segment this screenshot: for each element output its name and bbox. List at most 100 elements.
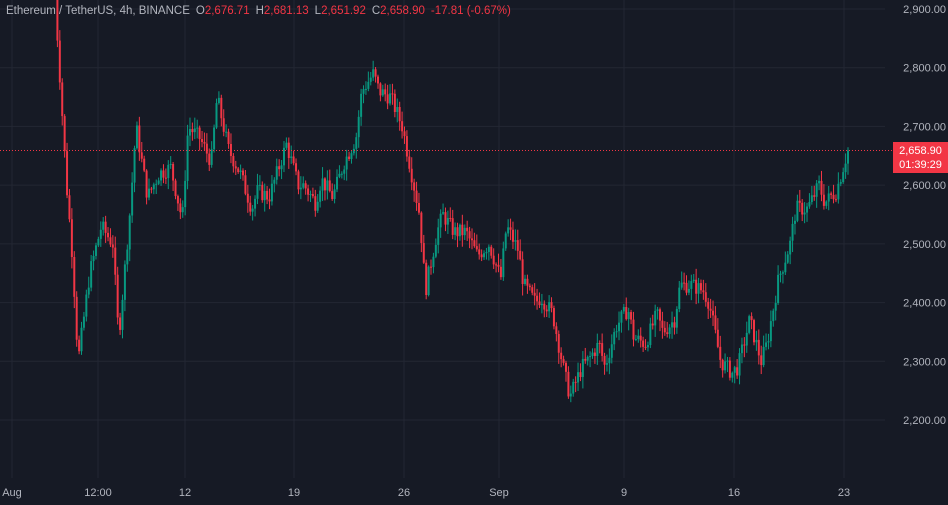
candle-body — [786, 254, 789, 263]
candle-body — [680, 282, 683, 288]
candle-body — [844, 163, 847, 173]
candle-body — [225, 131, 228, 133]
candle-body — [155, 183, 158, 185]
candle-body — [728, 360, 731, 378]
candle-body — [618, 322, 621, 332]
candle-body — [658, 309, 661, 321]
candle-body — [309, 194, 312, 196]
candle-body — [524, 278, 527, 284]
candle-body — [839, 182, 842, 184]
candle-body — [798, 200, 801, 203]
candle-body — [196, 127, 199, 129]
candle-body — [586, 356, 589, 361]
candle-body — [620, 311, 623, 323]
candle-body — [437, 227, 440, 245]
candle-body — [480, 254, 483, 258]
candle-body — [442, 212, 445, 214]
candle-body — [748, 316, 751, 333]
candle-body — [246, 193, 249, 203]
time-tick-label: 16 — [728, 487, 740, 499]
candle-body — [179, 203, 182, 213]
candle-body — [569, 393, 572, 397]
time-tick-label: 12 — [179, 487, 191, 499]
candle-body — [304, 183, 307, 189]
candle-body — [343, 169, 346, 174]
candle-body — [297, 171, 300, 190]
high-value: 2,681.13 — [263, 5, 309, 17]
candle-body — [745, 332, 748, 346]
candle-body — [82, 316, 85, 328]
candle-body — [591, 352, 594, 357]
candle-body — [242, 170, 245, 176]
candle-body — [808, 202, 811, 207]
candle-body — [367, 81, 370, 89]
candle-body — [721, 359, 724, 371]
candle-body — [249, 202, 252, 212]
candle-body — [762, 346, 765, 366]
candle-body — [837, 183, 840, 200]
candle-body — [801, 202, 804, 215]
candle-body — [78, 339, 81, 352]
candle-body — [589, 356, 592, 358]
candle-body — [174, 180, 177, 197]
candle-body — [292, 156, 295, 164]
candle-body — [278, 166, 281, 170]
candle-body — [562, 359, 565, 363]
change-value: -17.81 (-0.67%) — [430, 5, 511, 17]
candle-body — [632, 319, 635, 340]
candle-body — [430, 266, 433, 268]
candle-body — [376, 76, 379, 84]
candle-body — [234, 166, 237, 169]
close-label: C — [371, 5, 381, 17]
candle-body — [111, 244, 114, 248]
price-tick-label: 2,200.00 — [903, 415, 946, 427]
time-axis[interactable]: Aug 12:00 12 19 26 Sep 9 16 23 — [2, 487, 850, 499]
candle-body — [427, 266, 430, 296]
candle-body — [263, 190, 266, 201]
candle-body — [654, 310, 657, 326]
candle-body — [420, 212, 423, 244]
candle-body — [642, 340, 645, 347]
candle-body — [285, 142, 288, 148]
candle-body — [403, 131, 406, 137]
candle-body — [724, 361, 727, 371]
candle-body — [446, 217, 449, 225]
candle-body — [99, 229, 102, 239]
candle-body — [340, 173, 343, 175]
candle-body — [521, 259, 524, 284]
candle-body — [712, 310, 715, 316]
candle-body — [109, 237, 112, 245]
candle-body — [666, 332, 669, 334]
candle-body — [605, 363, 608, 365]
price-tick-label: 2,700.00 — [903, 121, 946, 133]
candle-body — [389, 93, 392, 104]
candle-body — [574, 381, 577, 383]
candle-body — [220, 97, 223, 119]
candle-body — [463, 227, 466, 236]
price-axis[interactable]: 2,900.00 2,800.00 2,700.00 2,600.00 2,500.00… — [903, 4, 946, 427]
candle-body — [425, 262, 428, 296]
candle-body — [716, 329, 719, 347]
open-label: O — [195, 5, 205, 17]
candle-body — [314, 196, 317, 211]
candle-body — [842, 172, 845, 183]
candle-body — [637, 335, 640, 340]
candle-body — [270, 183, 273, 202]
candle-body — [497, 264, 500, 267]
candle-body — [357, 116, 360, 138]
candle-body — [502, 248, 505, 278]
candle-body — [222, 118, 225, 132]
candle-body — [690, 281, 693, 289]
candle-body — [581, 358, 584, 378]
candle-body — [140, 152, 143, 159]
candle-body — [157, 180, 160, 184]
candle-body — [709, 308, 712, 311]
candle-body — [381, 89, 384, 96]
candle-body — [577, 372, 580, 383]
candle-body — [738, 353, 741, 376]
candle-body — [820, 180, 823, 195]
candle-body — [475, 246, 478, 250]
candle-body — [323, 178, 326, 191]
symbol-title[interactable]: Ethereum / TetherUS, 4h, BINANCE — [6, 5, 190, 17]
